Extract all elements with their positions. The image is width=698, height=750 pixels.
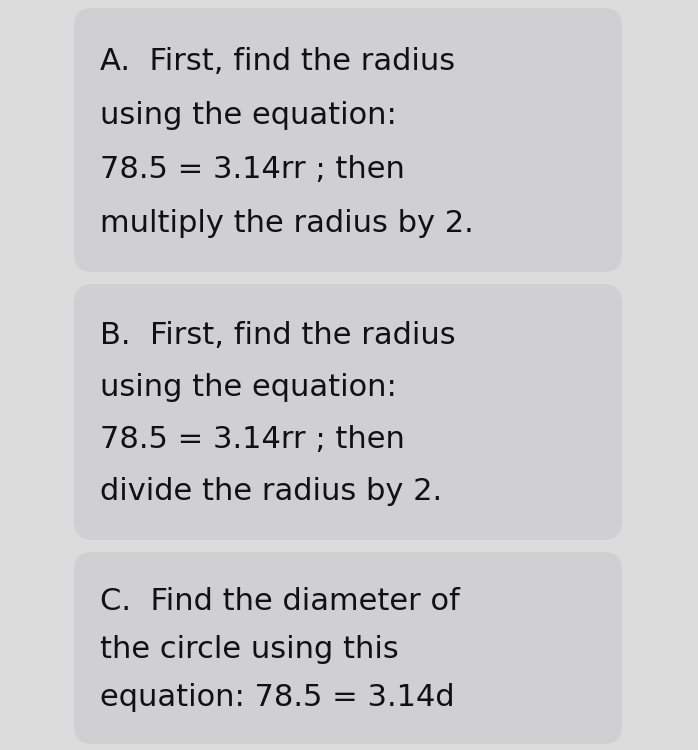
FancyBboxPatch shape (74, 8, 622, 272)
Text: divide the radius by 2.: divide the radius by 2. (100, 478, 442, 506)
Text: A.  First, find the radius: A. First, find the radius (100, 46, 455, 76)
Text: equation: 78.5 = 3.14d: equation: 78.5 = 3.14d (100, 683, 454, 712)
Text: B.  First, find the radius: B. First, find the radius (100, 322, 456, 350)
Text: using the equation:: using the equation: (100, 100, 396, 130)
Text: the circle using this: the circle using this (100, 635, 399, 664)
Text: using the equation:: using the equation: (100, 374, 396, 403)
Text: C.  Find the diameter of: C. Find the diameter of (100, 587, 460, 616)
FancyBboxPatch shape (74, 284, 622, 540)
Text: 78.5 = 3.14rr ; then: 78.5 = 3.14rr ; then (100, 425, 405, 454)
Text: multiply the radius by 2.: multiply the radius by 2. (100, 209, 474, 238)
Text: 78.5 = 3.14rr ; then: 78.5 = 3.14rr ; then (100, 154, 405, 184)
FancyBboxPatch shape (74, 552, 622, 744)
